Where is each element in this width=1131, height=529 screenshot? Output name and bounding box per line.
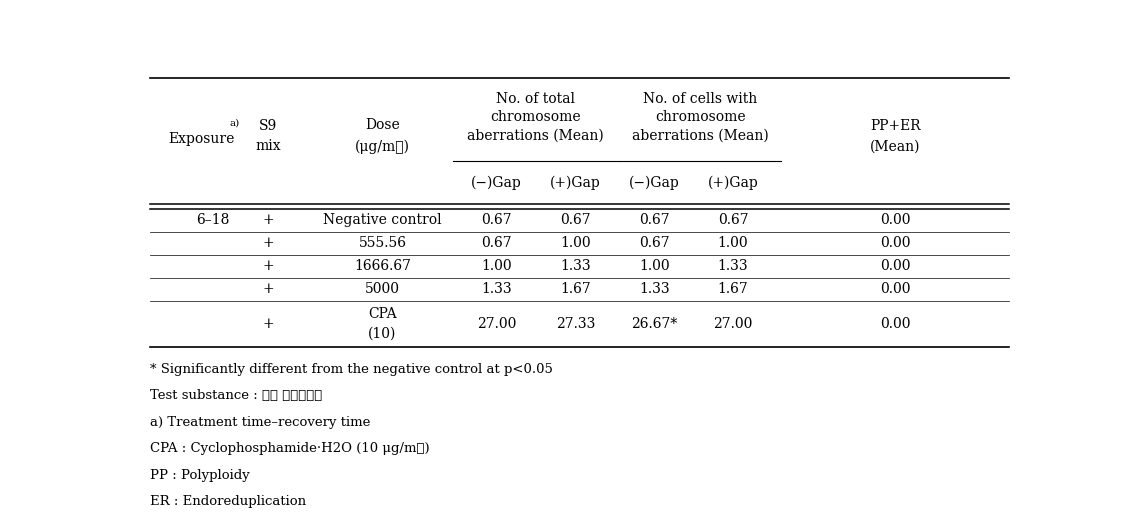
Text: 1.00: 1.00: [639, 259, 670, 273]
Text: +: +: [262, 282, 275, 296]
Text: +: +: [262, 236, 275, 250]
Text: PP : Polyploidy: PP : Polyploidy: [150, 469, 250, 482]
Text: +: +: [262, 213, 275, 227]
Text: 1.33: 1.33: [560, 259, 590, 273]
Text: 0.67: 0.67: [639, 236, 670, 250]
Text: (+)Gap: (+)Gap: [708, 176, 759, 190]
Text: (−)Gap: (−)Gap: [629, 176, 680, 190]
Text: 555.56: 555.56: [359, 236, 406, 250]
Text: 0.00: 0.00: [880, 282, 910, 296]
Text: No. of cells with
chromosome
aberrations (Mean): No. of cells with chromosome aberrations…: [632, 92, 769, 143]
Text: 1.33: 1.33: [718, 259, 749, 273]
Text: 0.67: 0.67: [639, 213, 670, 227]
Text: (−)Gap: (−)Gap: [470, 176, 521, 190]
Text: 1.67: 1.67: [718, 282, 749, 296]
Text: a): a): [230, 118, 240, 127]
Text: +: +: [262, 259, 275, 273]
Text: S9
mix: S9 mix: [256, 118, 282, 153]
Text: PP+ER
(Mean): PP+ER (Mean): [870, 118, 921, 153]
Text: Test substance : 방풍 열수추출물: Test substance : 방풍 열수추출물: [150, 389, 322, 403]
Text: Negative control: Negative control: [323, 213, 442, 227]
Text: 0.67: 0.67: [481, 236, 511, 250]
Text: 27.00: 27.00: [476, 317, 516, 331]
Text: 0.67: 0.67: [481, 213, 511, 227]
Text: * Significantly different from the negative control at p<0.05: * Significantly different from the negat…: [150, 363, 553, 376]
Text: 1.33: 1.33: [639, 282, 670, 296]
Text: 0.67: 0.67: [718, 213, 749, 227]
Text: a) Treatment time–recovery time: a) Treatment time–recovery time: [150, 416, 371, 429]
Text: 27.33: 27.33: [555, 317, 595, 331]
Text: Exposure: Exposure: [167, 132, 234, 146]
Text: 26.67*: 26.67*: [631, 317, 677, 331]
Text: 1.00: 1.00: [718, 236, 749, 250]
Text: 1.67: 1.67: [560, 282, 590, 296]
Text: CPA
(10): CPA (10): [368, 307, 397, 340]
Text: 0.00: 0.00: [880, 259, 910, 273]
Text: 0.00: 0.00: [880, 213, 910, 227]
Text: 0.67: 0.67: [560, 213, 590, 227]
Text: 1.00: 1.00: [481, 259, 511, 273]
Text: 6–18: 6–18: [196, 213, 228, 227]
Text: ER : Endoreduplication: ER : Endoreduplication: [150, 495, 307, 508]
Text: 1.00: 1.00: [560, 236, 590, 250]
Text: +: +: [262, 317, 275, 331]
Text: Dose
(μg/mℓ): Dose (μg/mℓ): [355, 118, 409, 153]
Text: 0.00: 0.00: [880, 317, 910, 331]
Text: 1.33: 1.33: [481, 282, 511, 296]
Text: CPA : Cyclophosphamide·H2O (10 μg/mℓ): CPA : Cyclophosphamide·H2O (10 μg/mℓ): [150, 442, 430, 455]
Text: No. of total
chromosome
aberrations (Mean): No. of total chromosome aberrations (Mea…: [467, 92, 604, 143]
Text: 27.00: 27.00: [714, 317, 753, 331]
Text: 0.00: 0.00: [880, 236, 910, 250]
Text: (+)Gap: (+)Gap: [550, 176, 601, 190]
Text: 1666.67: 1666.67: [354, 259, 411, 273]
Text: 5000: 5000: [365, 282, 400, 296]
